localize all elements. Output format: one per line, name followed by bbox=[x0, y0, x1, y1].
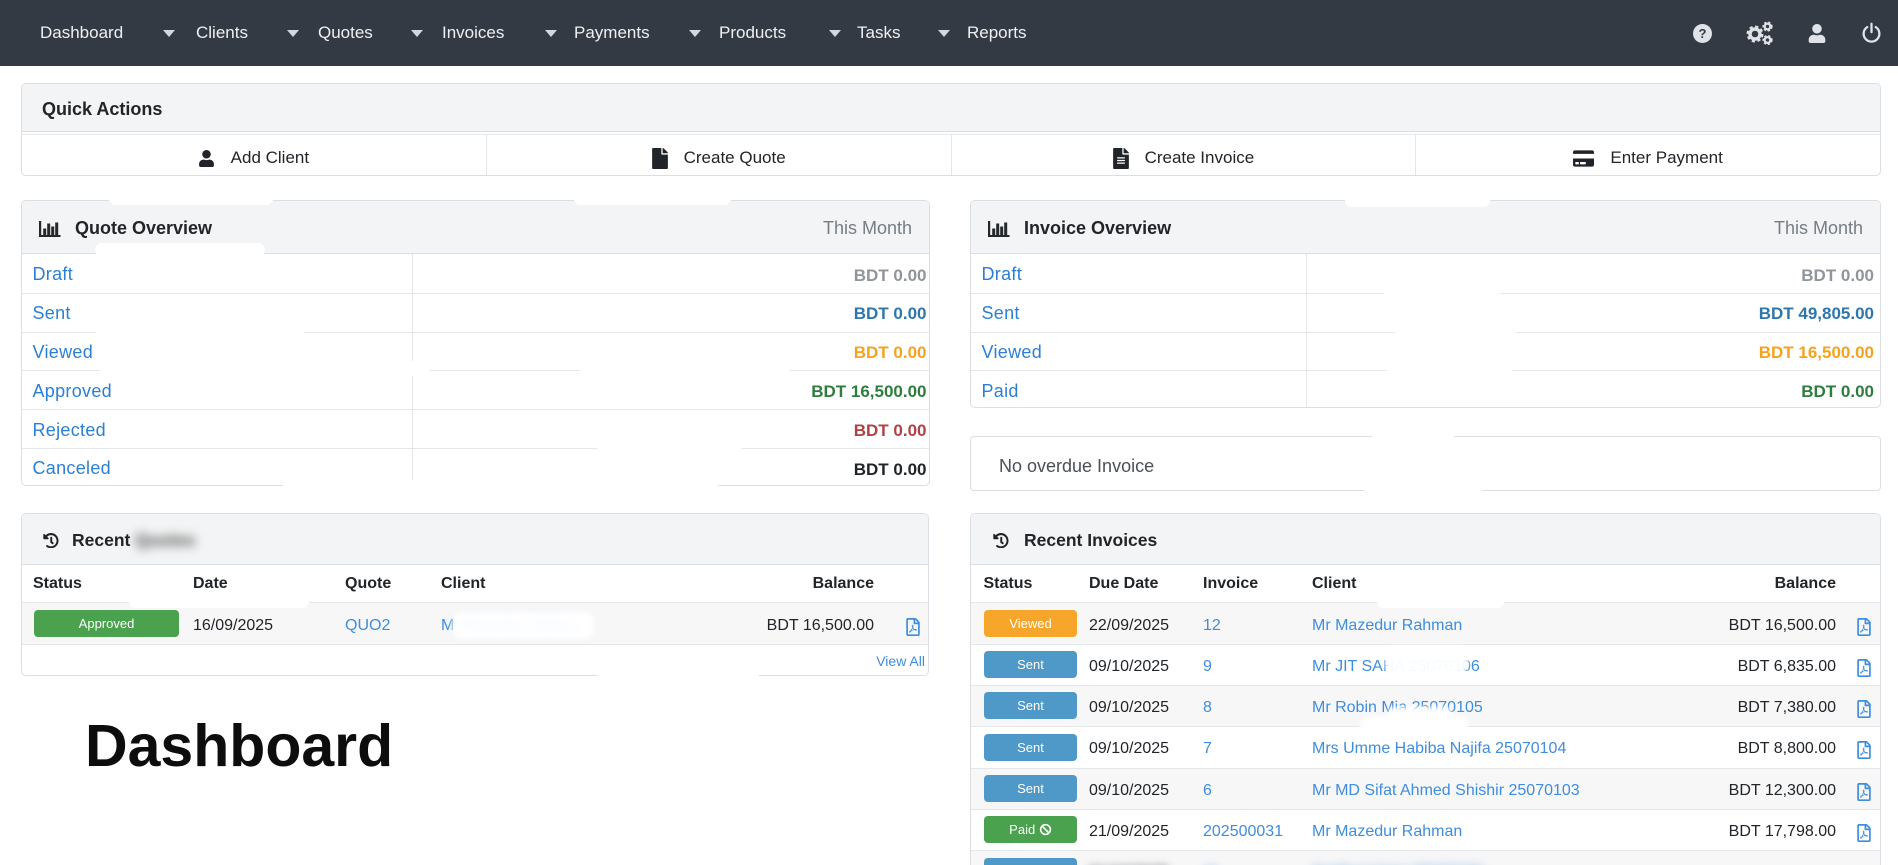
svg-text:?: ? bbox=[1699, 26, 1707, 41]
